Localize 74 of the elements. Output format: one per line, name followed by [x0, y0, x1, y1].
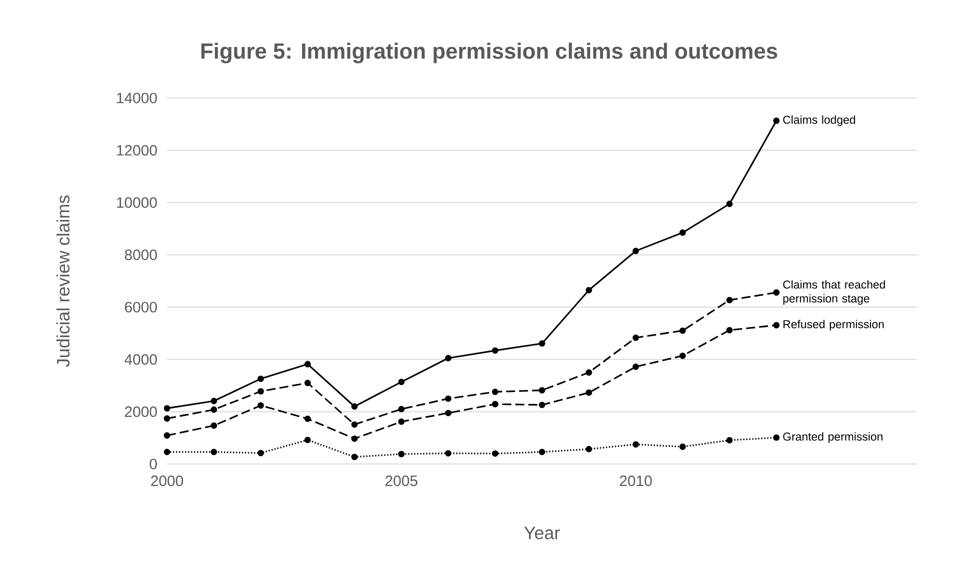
- point: [445, 450, 452, 456]
- point: [632, 441, 639, 448]
- point: [632, 364, 639, 370]
- point: [538, 402, 546, 408]
- series-label: Claims that reached permission stage: [783, 280, 885, 305]
- point: [632, 334, 639, 341]
- point: [164, 405, 170, 412]
- point: [164, 432, 170, 439]
- point: [398, 450, 405, 458]
- point: [258, 450, 264, 456]
- series-label: Granted permission: [783, 432, 882, 443]
- point: [304, 436, 311, 444]
- y-tick-label: 4000: [124, 354, 157, 365]
- x-tick-label: 2010: [620, 476, 652, 486]
- point: [164, 415, 170, 422]
- point: [492, 400, 498, 408]
- point: [210, 422, 218, 429]
- point: [210, 406, 218, 413]
- point: [210, 448, 218, 456]
- point: [492, 388, 498, 396]
- point: [304, 380, 311, 386]
- point: [773, 434, 780, 441]
- point: [679, 229, 686, 236]
- point: [445, 410, 452, 416]
- point: [258, 376, 264, 382]
- point: [726, 296, 733, 304]
- point: [586, 286, 592, 294]
- y-tick-label: 10000: [117, 197, 157, 208]
- point: [351, 454, 358, 460]
- x-tick-label: 2000: [151, 476, 184, 486]
- point: [586, 389, 592, 396]
- point: [773, 289, 780, 296]
- point: [445, 395, 452, 402]
- point: [586, 369, 592, 376]
- y-tick-label: 6000: [125, 302, 157, 312]
- point: [726, 200, 733, 208]
- y-axis-title: Judicial review claims: [56, 195, 70, 367]
- point: [679, 352, 686, 359]
- point: [773, 322, 780, 328]
- point: [304, 416, 311, 422]
- point: [351, 421, 358, 428]
- point: [398, 406, 405, 412]
- point: [258, 402, 264, 409]
- y-tick-label: 8000: [124, 250, 157, 260]
- x-axis-title: Year: [524, 526, 560, 540]
- point: [304, 360, 311, 368]
- point: [726, 437, 733, 444]
- point: [398, 418, 405, 425]
- series-label: Refused permission: [784, 320, 884, 331]
- series-label: Claims lodged: [783, 115, 856, 126]
- y-tick-label: 12000: [117, 144, 157, 156]
- point: [351, 403, 358, 410]
- y-tick-label: 2000: [124, 406, 157, 417]
- point: [586, 446, 592, 452]
- point: [258, 388, 264, 395]
- point: [773, 118, 780, 124]
- point: [679, 444, 686, 450]
- chart-title: Figure 5: Immigration permission claims and outcomes: [201, 42, 778, 64]
- point: [210, 398, 218, 404]
- point: [492, 450, 498, 457]
- x-tick-label: 2005: [386, 476, 418, 486]
- point: [398, 378, 405, 386]
- point: [538, 448, 546, 456]
- point: [164, 448, 170, 456]
- point: [538, 387, 546, 394]
- point: [445, 354, 452, 362]
- point: [351, 435, 358, 442]
- y-tick-label: 0: [150, 458, 157, 470]
- point: [679, 327, 686, 334]
- y-tick-label: 14000: [117, 92, 157, 104]
- point: [726, 326, 733, 334]
- point: [538, 340, 546, 347]
- point: [492, 347, 498, 354]
- point: [632, 248, 639, 254]
